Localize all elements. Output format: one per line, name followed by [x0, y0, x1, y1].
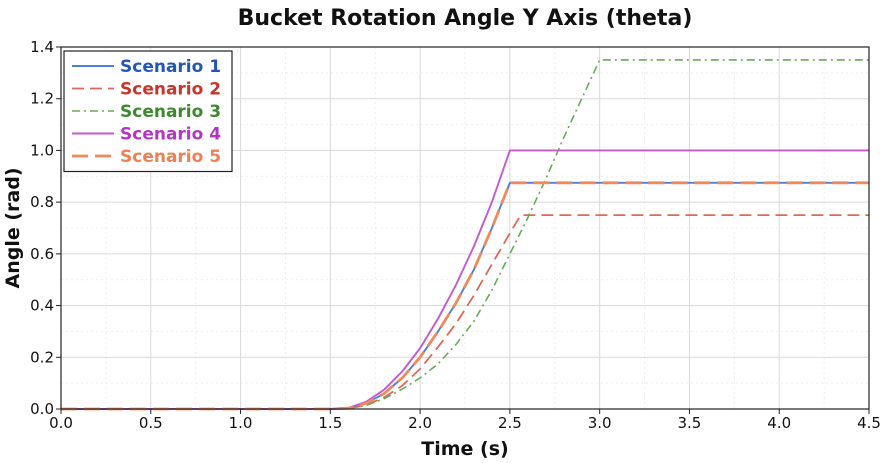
x-tick-label: 4.5	[857, 414, 881, 432]
ticks: 0.0 0.5 1.0 1.5 2.0 2.5 3.0 3.5 4.0 4.5 0.0 0.2 0.4 0…	[30, 38, 881, 432]
series-line-1	[61, 181, 869, 410]
chart-title: Bucket Rotation Angle Y Axis (theta)	[238, 6, 693, 31]
legend-label-2: Scenario 2	[120, 80, 221, 100]
x-tick-label: 4.0	[767, 414, 791, 432]
y-tick-label: 0.6	[30, 245, 54, 263]
x-tick-label: 2.5	[498, 414, 522, 432]
y-tick-label: 0.0	[30, 400, 54, 418]
x-tick-label: 0.5	[139, 414, 163, 432]
y-tick-label: 0.4	[30, 297, 54, 315]
y-tick-label: 0.8	[30, 193, 54, 211]
series-line-5	[61, 181, 869, 411]
x-tick-label: 1.0	[229, 414, 253, 432]
legend-label-1: Scenario 1	[120, 57, 221, 77]
y-tick-label: 0.2	[30, 348, 54, 366]
legend-label-5: Scenario 5	[120, 147, 221, 167]
legend-label-4: Scenario 4	[120, 125, 221, 145]
y-tick-label: 1.4	[30, 38, 54, 56]
legend-label-3: Scenario 3	[120, 102, 221, 122]
plot-frame	[60, 46, 870, 410]
x-tick-label: 3.5	[678, 414, 702, 432]
x-tick-label: 0.0	[49, 414, 73, 432]
series-layer	[61, 59, 869, 411]
x-axis-label: Time (s)	[421, 438, 508, 460]
x-tick-label: 2.0	[408, 414, 432, 432]
y-axis-label: Angle (rad)	[2, 167, 24, 288]
x-tick-label: 3.0	[588, 414, 612, 432]
y-tick-label: 1.2	[30, 90, 54, 108]
x-tick-label: 1.5	[318, 414, 342, 432]
y-tick-label: 1.0	[30, 141, 54, 159]
